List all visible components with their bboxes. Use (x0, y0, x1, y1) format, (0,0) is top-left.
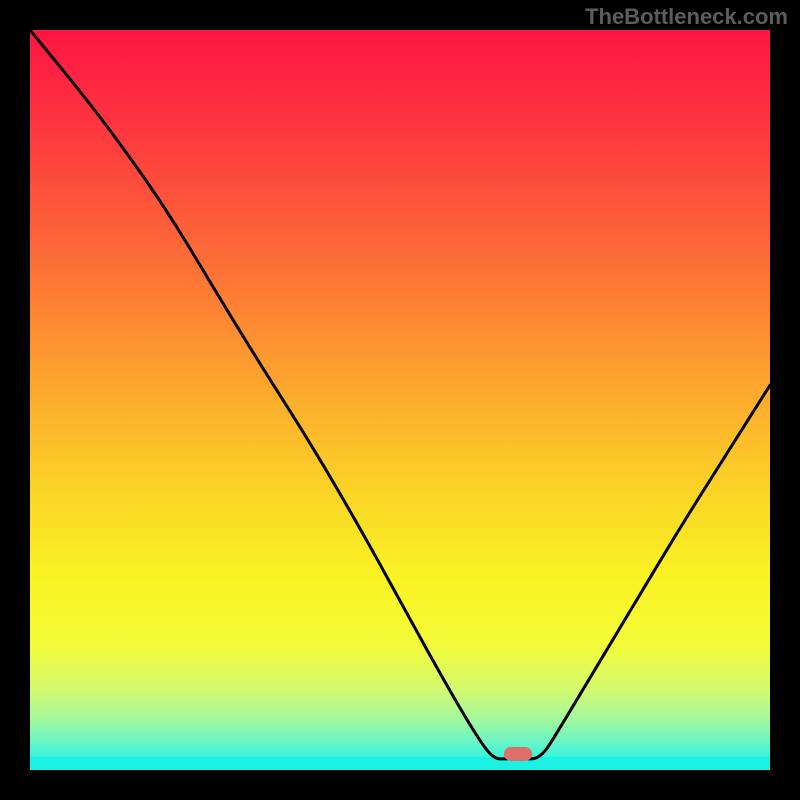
chart-minimum-marker (504, 747, 532, 761)
watermark: TheBottleneck.com (585, 4, 788, 30)
chart-curve-layer (30, 30, 770, 770)
chart-plot-area (30, 30, 770, 770)
